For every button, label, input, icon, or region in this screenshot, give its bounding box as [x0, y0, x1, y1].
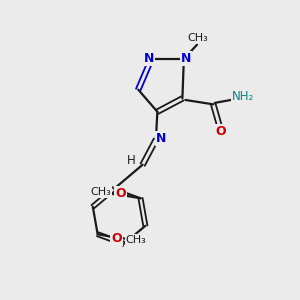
Text: O: O: [116, 188, 126, 200]
Text: NH₂: NH₂: [232, 90, 254, 103]
Text: O: O: [111, 232, 122, 245]
Text: N: N: [156, 132, 166, 145]
Text: O: O: [215, 125, 226, 138]
Text: H: H: [127, 154, 136, 167]
Text: N: N: [144, 52, 154, 64]
Text: CH₃: CH₃: [126, 235, 147, 245]
Text: CH₃: CH₃: [90, 188, 111, 197]
Text: CH₃: CH₃: [187, 33, 208, 43]
Text: N: N: [181, 52, 191, 64]
